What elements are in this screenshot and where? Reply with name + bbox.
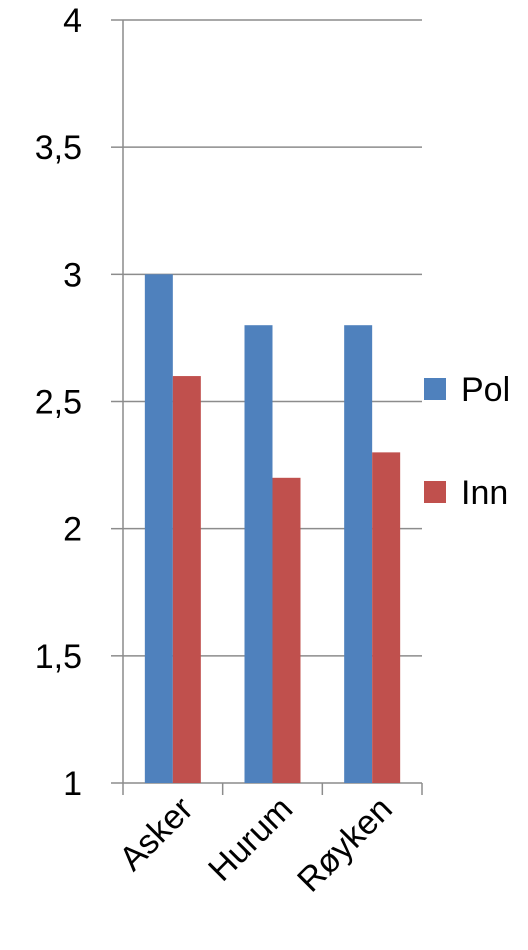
y-tick-label: 3,5 bbox=[35, 129, 82, 167]
y-tick-labels: 1 1,5 2 2,5 3 3,5 4 bbox=[35, 2, 82, 803]
bar-pol-hurum bbox=[244, 325, 273, 783]
y-tick-label: 1,5 bbox=[35, 638, 82, 676]
bar-inn-asker bbox=[172, 376, 201, 783]
legend-label-inn: Inn bbox=[461, 474, 508, 512]
legend-swatch-pol bbox=[424, 378, 446, 400]
x-tick-label: Hurum bbox=[201, 790, 300, 889]
legend-swatch-inn bbox=[424, 481, 446, 503]
legend-label-pol: Pol bbox=[461, 371, 510, 409]
x-tick-label: Asker bbox=[112, 790, 200, 878]
y-tick-label: 1 bbox=[63, 765, 82, 803]
bar-inn-hurum bbox=[272, 477, 301, 783]
y-tick-label: 3 bbox=[63, 256, 82, 294]
bar-inn-røyken bbox=[372, 452, 401, 783]
legend: Pol Inn bbox=[424, 371, 510, 512]
bar-pol-asker bbox=[144, 274, 173, 783]
y-tick-label: 4 bbox=[63, 2, 82, 40]
bar-pol-røyken bbox=[344, 325, 373, 783]
y-tick-label: 2 bbox=[63, 511, 82, 549]
bars bbox=[144, 274, 401, 783]
x-tick-label: Røyken bbox=[290, 790, 400, 900]
y-tick-label: 2,5 bbox=[35, 384, 82, 422]
